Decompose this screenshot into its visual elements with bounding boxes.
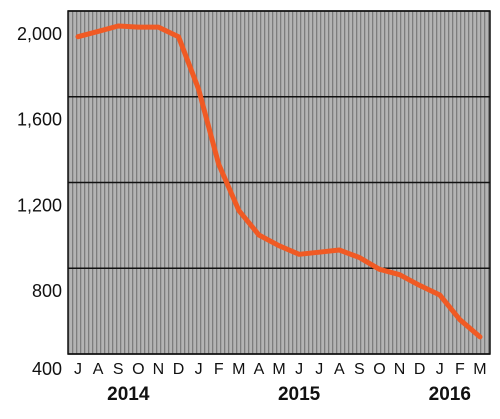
year-label: 2014	[107, 384, 150, 405]
x-tick-label: N	[153, 361, 165, 378]
y-tick-label: 800	[32, 281, 62, 301]
x-tick-label: F	[214, 361, 224, 378]
x-tick-label: J	[315, 361, 323, 378]
x-tick-label: A	[93, 361, 104, 378]
year-label: 2016	[429, 384, 471, 405]
x-tick-label: D	[173, 361, 185, 378]
x-tick-label: M	[232, 361, 245, 378]
x-tick-label: J	[295, 361, 303, 378]
x-tick-label: M	[473, 361, 486, 378]
x-tick-label: O	[132, 361, 144, 378]
data-line	[75, 23, 483, 340]
x-tick-label: J	[436, 361, 444, 378]
x-tick-label: A	[254, 361, 265, 378]
x-tick-label: A	[334, 361, 345, 378]
x-tick-label: N	[394, 361, 406, 378]
x-tick-label: S	[354, 361, 365, 378]
x-tick-label: J	[195, 361, 203, 378]
y-tick-label: 2,000	[17, 24, 62, 44]
x-tick-label: J	[74, 361, 82, 378]
x-tick-label: S	[113, 361, 124, 378]
y-tick-label: 400	[32, 359, 62, 379]
x-tick-label: O	[373, 361, 385, 378]
x-tick-label: D	[414, 361, 426, 378]
y-tick-label: 1,600	[17, 110, 62, 130]
x-tick-label: F	[455, 361, 465, 378]
y-tick-label: 1,200	[17, 195, 62, 215]
year-label: 2015	[278, 384, 321, 405]
x-tick-label: M	[272, 361, 285, 378]
